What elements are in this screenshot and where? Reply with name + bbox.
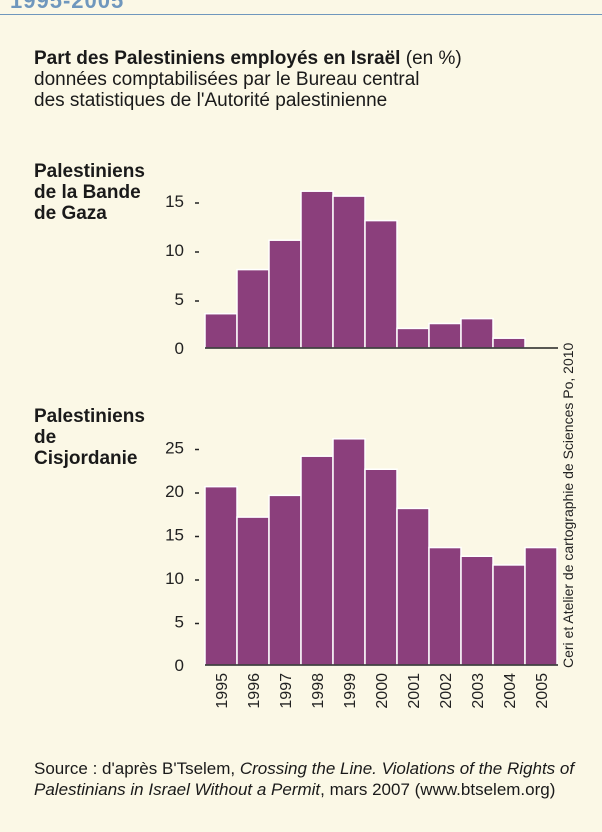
gaza-bar-1998	[300, 190, 334, 349]
year-label-1999: 1999	[342, 673, 359, 709]
westbank-bar-1996	[236, 516, 270, 666]
header-text: 1995-2005	[10, 0, 125, 13]
westbank-ytick-label-10: 10	[165, 569, 184, 588]
year-label-2004: 2004	[502, 673, 519, 709]
gaza-bar-2004	[492, 337, 526, 349]
gaza-bar-1997	[268, 239, 302, 349]
year-label-2003: 2003	[470, 673, 487, 709]
gaza-bar-2000	[364, 219, 398, 349]
credit-text: Ceri et Atelier de cartographie de Scien…	[560, 342, 576, 668]
gaza-bar-2003	[460, 317, 494, 349]
gaza-bar-2002	[428, 322, 462, 349]
year-label-1998: 1998	[310, 673, 327, 709]
westbank-bar-1999	[332, 438, 366, 666]
westbank-bar-2001	[396, 507, 430, 666]
source-prefix: Source : d'après B'Tselem,	[34, 759, 240, 778]
title-unit: (en %)	[400, 48, 462, 69]
westbank-ytick-label-5: 5	[175, 613, 184, 632]
source-note: Source : d'après B'Tselem, Crossing the …	[34, 758, 594, 800]
year-label-2000: 2000	[374, 673, 391, 709]
gaza-title-line-3: de Gaza	[34, 203, 107, 224]
year-label-2002: 2002	[438, 673, 455, 709]
gaza-ytick-label-0: 0	[175, 339, 184, 358]
westbank-title-line-2: de	[34, 427, 57, 448]
westbank-ytick-label-15: 15	[165, 526, 184, 545]
year-label-1997: 1997	[278, 673, 295, 709]
westbank-bar-2000	[364, 468, 398, 666]
westbank-title-line-3: Cisjordanie	[34, 448, 138, 469]
title-line-3: des statistiques de l'Autorité palestini…	[34, 90, 388, 111]
gaza-title-line-2: de la Bande	[34, 182, 141, 203]
westbank-panel-title: Palestiniens de Cisjordanie	[34, 406, 145, 469]
year-label-2001: 2001	[406, 673, 423, 709]
westbank-title-line-1: Palestiniens	[34, 406, 145, 427]
gaza-ytick-label-15: 15	[165, 192, 184, 211]
gaza-title-line-1: Palestiniens	[34, 161, 145, 182]
westbank-bar-2003	[460, 555, 494, 666]
westbank-ytick-label-25: 25	[165, 439, 184, 458]
westbank-bar-2004	[492, 564, 526, 666]
gaza-ytick-label-10: 10	[165, 241, 184, 260]
westbank-bar-1995	[204, 485, 238, 666]
westbank-ytick-label-20: 20	[165, 482, 184, 501]
westbank-bar-2005	[524, 546, 558, 666]
westbank-bar-2002	[428, 546, 462, 666]
source-suffix: , mars 2007 (www.btselem.org)	[320, 780, 556, 799]
gaza-bar-1996	[236, 268, 270, 349]
year-label-1995: 1995	[214, 673, 231, 709]
source-title: Crossing the Line. Violations of the Rig…	[34, 759, 575, 799]
westbank-bar-1998	[300, 455, 334, 666]
gaza-bar-2001	[396, 327, 430, 349]
year-label-1996: 1996	[246, 673, 263, 709]
title-bold: Part des Palestiniens employés en Israël	[34, 48, 401, 69]
chart-title: Part des Palestiniens employés en Israël…	[34, 48, 574, 111]
gaza-panel-title: Palestiniens de la Bande de Gaza	[34, 161, 145, 224]
header-band: 1995-2005	[0, 0, 602, 15]
title-line-2: données comptabilisées par le Bureau cen…	[34, 69, 420, 90]
year-label-2005: 2005	[534, 673, 551, 709]
gaza-bar-1999	[332, 195, 366, 349]
gaza-ytick-label-5: 5	[175, 290, 184, 309]
westbank-ytick-label-0: 0	[175, 656, 184, 675]
westbank-bar-1997	[268, 494, 302, 666]
gaza-bar-1995	[204, 312, 238, 349]
